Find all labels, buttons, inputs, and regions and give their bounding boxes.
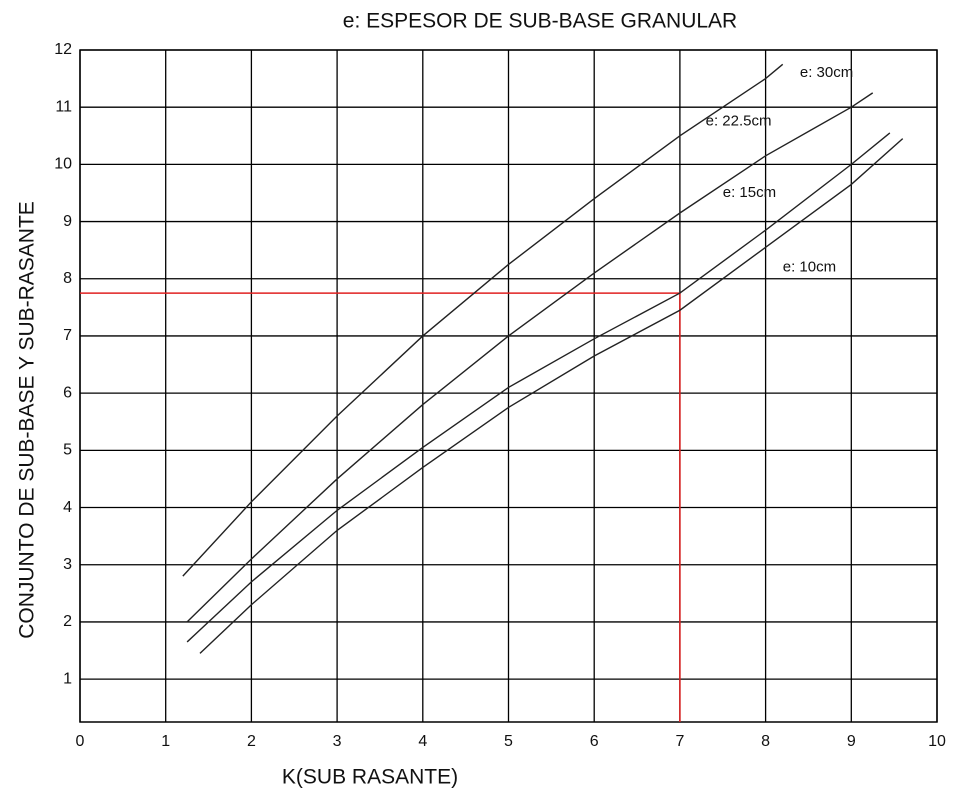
x-tick-label: 10 xyxy=(928,733,946,750)
curve-label: e: 15cm xyxy=(723,184,776,201)
curve xyxy=(186,92,874,623)
y-tick-label: 9 xyxy=(63,213,72,230)
y-axis-label: CONJUNTO DE SUB-BASE Y SUB-RASANTE xyxy=(16,201,39,639)
y-tick-label: 2 xyxy=(63,613,72,630)
x-tick-label: 4 xyxy=(418,733,427,750)
curve xyxy=(182,63,784,577)
x-tick-label: 6 xyxy=(590,733,599,750)
y-tick-label: 4 xyxy=(63,499,72,516)
chart-title: e: ESPESOR DE SUB-BASE GRANULAR xyxy=(343,10,737,33)
x-tick-label: 2 xyxy=(247,733,256,750)
curve-label: e: 30cm xyxy=(800,64,853,81)
y-tick-label: 1 xyxy=(63,670,72,687)
x-axis-label: K(SUB RASANTE) xyxy=(282,766,458,789)
y-tick-label: 3 xyxy=(63,556,72,573)
curve xyxy=(199,138,904,654)
curve-label: e: 10cm xyxy=(783,258,836,275)
y-tick-label: 8 xyxy=(63,270,72,287)
x-tick-label: 0 xyxy=(76,733,85,750)
y-tick-label: 5 xyxy=(63,442,72,459)
y-tick-label: 10 xyxy=(54,156,72,173)
x-tick-label: 3 xyxy=(333,733,342,750)
y-tick-label: 12 xyxy=(54,41,72,58)
x-tick-label: 1 xyxy=(161,733,170,750)
y-tick-label: 11 xyxy=(55,98,72,115)
y-tick-label: 7 xyxy=(63,327,72,344)
x-tick-label: 8 xyxy=(761,733,770,750)
curve-label: e: 22.5cm xyxy=(706,112,772,129)
x-tick-label: 5 xyxy=(504,733,513,750)
x-tick-label: 7 xyxy=(675,733,684,750)
curve xyxy=(186,132,891,643)
x-tick-label: 9 xyxy=(847,733,856,750)
y-tick-label: 6 xyxy=(63,384,72,401)
